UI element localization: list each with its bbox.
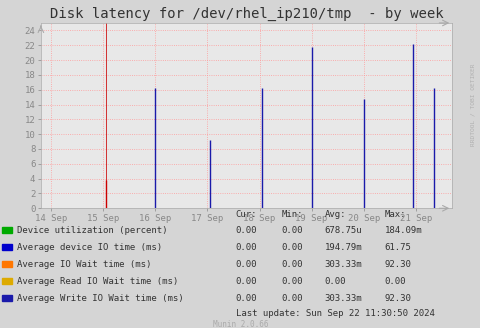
Title: Disk latency for /dev/rhel_ip210/tmp  - by week: Disk latency for /dev/rhel_ip210/tmp - b… xyxy=(49,7,443,21)
Text: 0.00: 0.00 xyxy=(281,260,302,269)
Text: 194.79m: 194.79m xyxy=(324,243,361,252)
Text: 61.75: 61.75 xyxy=(384,243,411,252)
Text: Cur:: Cur: xyxy=(235,210,257,219)
Text: 0.00: 0.00 xyxy=(235,277,257,286)
Text: 0.00: 0.00 xyxy=(235,243,257,252)
Text: 0.00: 0.00 xyxy=(384,277,406,286)
Text: 92.30: 92.30 xyxy=(384,260,411,269)
Text: 0.00: 0.00 xyxy=(235,260,257,269)
Text: 0.00: 0.00 xyxy=(281,226,302,235)
Text: 0.00: 0.00 xyxy=(324,277,346,286)
Text: 678.75u: 678.75u xyxy=(324,226,361,235)
Text: 0.00: 0.00 xyxy=(281,277,302,286)
Text: Device utilization (percent): Device utilization (percent) xyxy=(17,226,167,235)
Text: RRDTOOL / TOBI OETIKER: RRDTOOL / TOBI OETIKER xyxy=(469,64,474,146)
Text: 184.09m: 184.09m xyxy=(384,226,421,235)
Text: Average Write IO Wait time (ms): Average Write IO Wait time (ms) xyxy=(17,294,183,303)
Text: 0.00: 0.00 xyxy=(281,294,302,303)
Text: Last update: Sun Sep 22 11:30:50 2024: Last update: Sun Sep 22 11:30:50 2024 xyxy=(235,309,433,318)
Text: 92.30: 92.30 xyxy=(384,294,411,303)
Text: Max:: Max: xyxy=(384,210,406,219)
Text: Average IO Wait time (ms): Average IO Wait time (ms) xyxy=(17,260,151,269)
Text: Munin 2.0.66: Munin 2.0.66 xyxy=(212,319,268,328)
Text: Average Read IO Wait time (ms): Average Read IO Wait time (ms) xyxy=(17,277,178,286)
Text: Min:: Min: xyxy=(281,210,302,219)
Text: 0.00: 0.00 xyxy=(281,243,302,252)
Text: 0.00: 0.00 xyxy=(235,294,257,303)
Text: Average device IO time (ms): Average device IO time (ms) xyxy=(17,243,162,252)
Text: Avg:: Avg: xyxy=(324,210,346,219)
Text: 0.00: 0.00 xyxy=(235,226,257,235)
Text: 303.33m: 303.33m xyxy=(324,260,361,269)
Text: 303.33m: 303.33m xyxy=(324,294,361,303)
